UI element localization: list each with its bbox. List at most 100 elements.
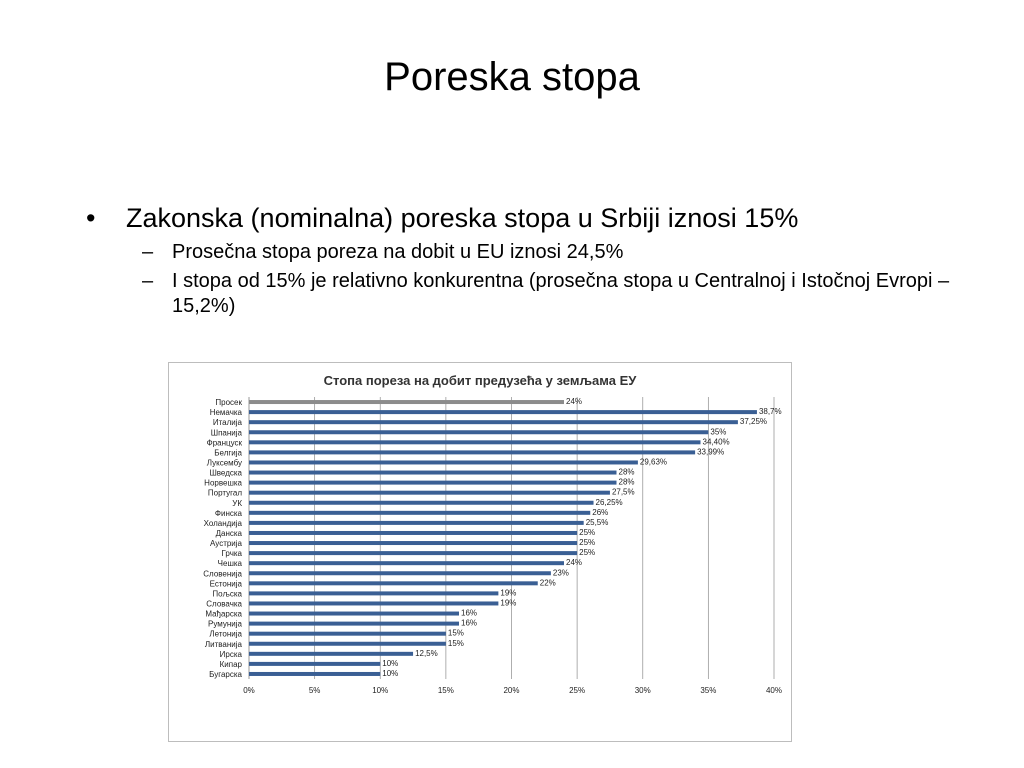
x-tick-label: 5%: [309, 686, 321, 695]
dash-icon: –: [142, 270, 154, 292]
bar: [249, 541, 578, 546]
category-label: Белгија: [214, 448, 242, 457]
sub-bullet-item: – I stopa od 15% je relativno konkurentn…: [86, 269, 1006, 319]
category-label: Луксембу: [207, 458, 242, 467]
data-label: 16%: [461, 619, 477, 628]
data-label: 29,63%: [640, 457, 667, 466]
data-label: 12,5%: [415, 649, 438, 658]
bar: [249, 661, 381, 666]
category-label: Словенија: [203, 569, 242, 578]
x-tick-label: 40%: [766, 686, 782, 695]
data-label: 26%: [592, 508, 608, 517]
category-label: Румунија: [208, 620, 243, 629]
category-label: Кипар: [220, 660, 243, 669]
category-label: Чешка: [218, 559, 243, 568]
bar: [249, 450, 696, 455]
bar: [249, 611, 459, 616]
x-tick-label: 20%: [503, 686, 519, 695]
bullet-item: • Zakonska (nominalna) poreska stopa u S…: [86, 200, 1006, 236]
category-label: Аустрија: [210, 539, 243, 548]
bar: [249, 551, 578, 556]
category-label: Грчка: [222, 549, 243, 558]
x-tick-label: 10%: [372, 686, 388, 695]
data-label: 25%: [579, 528, 595, 537]
sub-bullet-item: – Prosečna stopa poreza na dobit u EU iz…: [86, 240, 1006, 265]
bar: [249, 520, 584, 525]
bar: [249, 480, 617, 485]
data-label: 23%: [553, 568, 569, 577]
category-label: Португал: [208, 489, 242, 498]
bar: [249, 470, 617, 475]
category-label: Естонија: [210, 579, 243, 588]
bar: [249, 410, 757, 415]
bar: [249, 490, 610, 495]
category-label: Летонија: [209, 630, 242, 639]
data-label: 19%: [500, 598, 516, 607]
data-label: 24%: [566, 558, 582, 567]
category-label: Литванија: [205, 640, 243, 649]
bar: [249, 510, 591, 515]
bar: [249, 561, 564, 566]
sub-bullet-text: Prosečna stopa poreza na dobit u EU izno…: [172, 241, 624, 263]
category-label: Финска: [215, 509, 243, 518]
x-tick-label: 35%: [700, 686, 716, 695]
data-label: 15%: [448, 629, 464, 638]
category-label: УК: [232, 499, 242, 508]
bar: [249, 571, 551, 576]
category-label: Немачка: [210, 408, 243, 417]
data-label: 24%: [566, 397, 582, 406]
data-label: 19%: [500, 588, 516, 597]
x-tick-label: 30%: [635, 686, 651, 695]
category-label: Француск: [207, 438, 243, 447]
category-label: Мађарска: [205, 610, 242, 619]
bar: [249, 631, 446, 636]
bar: [249, 420, 738, 425]
x-tick-label: 15%: [438, 686, 454, 695]
data-label: 35%: [710, 427, 726, 436]
data-label: 25,5%: [586, 518, 609, 527]
sub-bullet-text: I stopa od 15% je relativno konkurentna …: [172, 270, 950, 317]
data-label: 10%: [382, 659, 398, 668]
data-label: 10%: [382, 669, 398, 678]
bar: [249, 671, 381, 676]
category-label: Словачка: [206, 599, 242, 608]
bullet-list: • Zakonska (nominalna) poreska stopa u S…: [86, 200, 1006, 319]
bar: [249, 500, 594, 505]
category-label: Ирска: [220, 650, 243, 659]
category-label: Норвешка: [204, 479, 242, 488]
x-tick-label: 25%: [569, 686, 585, 695]
data-label: 38,7%: [759, 407, 782, 416]
bar: [249, 591, 499, 596]
data-label: 28%: [619, 478, 635, 487]
category-label: Данска: [216, 529, 243, 538]
bar: [249, 621, 459, 626]
bar: [249, 430, 709, 435]
x-tick-label: 0%: [243, 686, 255, 695]
bar: [249, 581, 538, 586]
slide-title: Poreska stopa: [384, 55, 640, 99]
category-label: Италија: [213, 418, 243, 427]
data-label: 37,25%: [740, 417, 767, 426]
data-label: 33,99%: [697, 447, 724, 456]
category-label: Шпанија: [211, 428, 243, 437]
bar: [249, 400, 564, 405]
bar: [249, 530, 578, 535]
data-label: 34,40%: [703, 437, 730, 446]
data-label: 25%: [579, 548, 595, 557]
bar: [249, 460, 638, 465]
bar: [249, 601, 499, 606]
category-label: Холандија: [204, 519, 243, 528]
data-label: 22%: [540, 578, 556, 587]
category-label: Просек: [215, 398, 242, 407]
data-label: 25%: [579, 538, 595, 547]
category-label: Пољска: [212, 589, 242, 598]
bullet-text: Zakonska (nominalna) poreska stopa u Srb…: [126, 203, 799, 233]
chart-container: Стопа пореза на добит предузећа у земљам…: [168, 362, 792, 742]
data-label: 26,25%: [596, 498, 623, 507]
category-label: Бугарска: [209, 670, 242, 679]
bullet-dot-icon: •: [86, 203, 96, 233]
dash-icon: –: [142, 241, 154, 263]
data-label: 27,5%: [612, 488, 635, 497]
category-label: Шведска: [209, 469, 242, 478]
chart-title: Стопа пореза на добит предузећа у земљам…: [324, 373, 638, 388]
